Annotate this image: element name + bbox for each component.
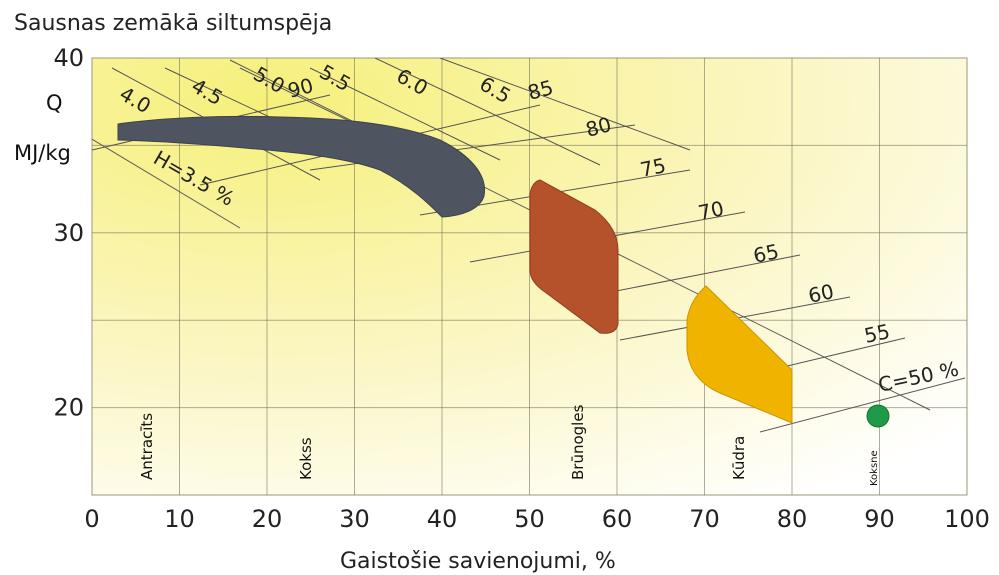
peat-region	[686, 285, 793, 424]
x-tick-label: 70	[689, 505, 720, 533]
x-tick-label: 60	[602, 505, 633, 533]
fuel-label-wood: Koksne	[869, 450, 880, 486]
fuel-label-peat: Kūdra	[730, 436, 748, 480]
carbon-isoline-label: 70	[696, 196, 726, 225]
y-tick-label: 40	[53, 44, 84, 72]
carbon-isoline-label: 75	[638, 153, 668, 182]
y-tick-labels: 40 30 20	[53, 44, 84, 422]
brown-coal-region	[529, 179, 619, 334]
x-tick-label: 80	[777, 505, 808, 533]
x-axis-label: Gaistošie savienojumi, %	[340, 549, 616, 574]
carbon-isoline-label: 55	[862, 319, 892, 348]
hydrogen-isoline	[374, 58, 601, 166]
y-axis-label-q: Q	[46, 91, 63, 115]
wood-point	[866, 404, 890, 428]
x-tick-label: 90	[864, 505, 895, 533]
fuel-label-anthracite: Antracīts	[138, 413, 156, 480]
anthracite-region	[117, 115, 486, 218]
fuel-regions	[117, 115, 890, 428]
x-tick-label: 20	[252, 505, 283, 533]
x-tick-label: 0	[84, 505, 99, 533]
y-tick-label: 20	[53, 394, 84, 422]
fuel-labels: Antracīts Kokss Brūnogles Kūdra Koksne	[138, 404, 880, 486]
y-axis-label-unit: MJ/kg	[14, 141, 71, 165]
x-tick-label: 50	[514, 505, 545, 533]
carbon-isoline-label: 60	[806, 279, 836, 308]
x-tick-label: 10	[164, 505, 195, 533]
fuel-label-brown-coal: Brūnogles	[569, 404, 587, 480]
carbon-isoline	[759, 377, 966, 433]
hydrogen-isoline	[309, 67, 501, 161]
x-tick-label: 100	[944, 505, 990, 533]
x-tick-labels: 0 10 20 30 40 50 60 70 80 90 100	[84, 505, 990, 533]
fuel-label-coke: Kokss	[297, 437, 315, 480]
hydrogen-isoline	[439, 58, 691, 151]
chart-title: Sausnas zemākā siltumspēja	[14, 11, 332, 36]
x-tick-label: 30	[339, 505, 370, 533]
y-tick-label: 30	[53, 219, 84, 247]
carbon-isoline-label: 65	[751, 239, 781, 268]
hydrogen-isoline	[92, 138, 241, 229]
x-tick-label: 40	[427, 505, 458, 533]
